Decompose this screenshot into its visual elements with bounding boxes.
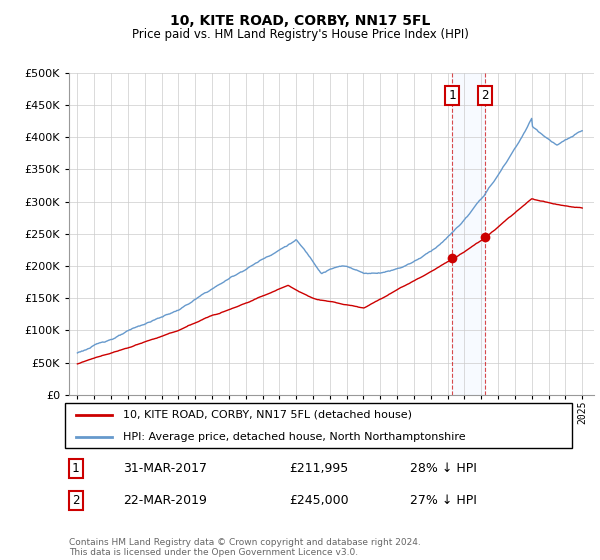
Text: 31-MAR-2017: 31-MAR-2017 [122, 462, 206, 475]
Text: 2: 2 [72, 494, 79, 507]
Text: 10, KITE ROAD, CORBY, NN17 5FL (detached house): 10, KITE ROAD, CORBY, NN17 5FL (detached… [122, 409, 412, 419]
Text: 28% ↓ HPI: 28% ↓ HPI [410, 462, 476, 475]
Text: 1: 1 [448, 89, 455, 102]
Text: £245,000: £245,000 [290, 494, 349, 507]
Text: HPI: Average price, detached house, North Northamptonshire: HPI: Average price, detached house, Nort… [122, 432, 465, 442]
Bar [452, 73, 485, 395]
Text: 1: 1 [72, 462, 79, 475]
Text: 2: 2 [481, 89, 489, 102]
Text: 10, KITE ROAD, CORBY, NN17 5FL: 10, KITE ROAD, CORBY, NN17 5FL [170, 14, 430, 28]
Text: 22-MAR-2019: 22-MAR-2019 [122, 494, 206, 507]
Text: 27% ↓ HPI: 27% ↓ HPI [410, 494, 476, 507]
Text: £211,995: £211,995 [290, 462, 349, 475]
Text: Price paid vs. HM Land Registry's House Price Index (HPI): Price paid vs. HM Land Registry's House … [131, 28, 469, 41]
Text: Contains HM Land Registry data © Crown copyright and database right 2024.
This d: Contains HM Land Registry data © Crown c… [69, 538, 421, 557]
FancyBboxPatch shape [65, 403, 572, 448]
